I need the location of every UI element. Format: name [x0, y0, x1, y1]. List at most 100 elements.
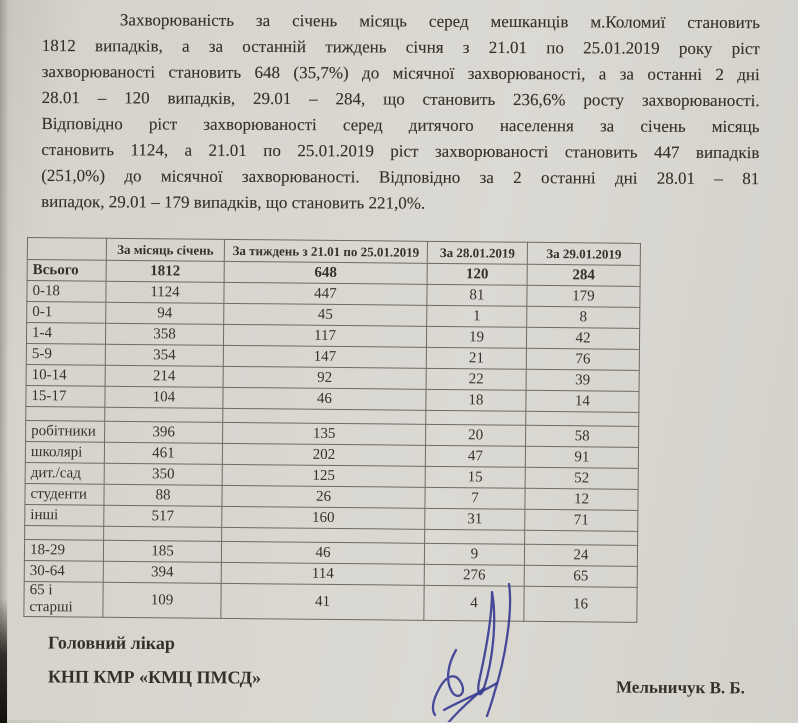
table-cell: 21	[426, 347, 527, 370]
table-cell: 46	[221, 541, 425, 565]
table-cell	[424, 529, 525, 545]
table-cell: 125	[222, 464, 426, 488]
table-cell: 71	[524, 509, 638, 532]
handwritten-signature-icon	[431, 582, 512, 722]
signer-position: Головний лікар	[48, 632, 175, 654]
table-cell: 88	[103, 484, 223, 507]
table-cell: 461	[104, 442, 223, 465]
table-cell	[103, 526, 222, 542]
table-cell	[525, 411, 639, 427]
table-cell: 517	[103, 505, 222, 528]
row-label: 65 і старші	[23, 581, 104, 618]
table-cell: 147	[223, 345, 427, 369]
table-cell: 24	[524, 544, 638, 567]
scan-bottom-left-shadow	[0, 598, 7, 723]
report-paragraph: Захворюваність за січень місяць серед ме…	[41, 7, 760, 218]
row-label: 1-4	[26, 322, 106, 345]
table-cell: 1124	[105, 281, 225, 304]
table-cell: 15	[425, 466, 526, 489]
row-label: Всього	[27, 259, 107, 282]
table-cell: 18	[425, 389, 527, 412]
column-header: За 28.01.2019	[427, 241, 528, 265]
table-cell: 20	[425, 424, 526, 447]
table-cell: 117	[223, 324, 427, 348]
row-label: 18-29	[24, 539, 104, 562]
paragraph-line: захворюваності становить 648 (35,7%) до …	[41, 61, 760, 85]
row-label: 0-1	[26, 301, 106, 324]
table-cell: 350	[104, 463, 223, 486]
row-label: інші	[24, 504, 104, 527]
table-cell: 1812	[106, 260, 225, 283]
table-cell: 160	[221, 506, 425, 530]
column-header: За 29.01.2019	[527, 242, 641, 266]
table-cell: 26	[221, 485, 426, 509]
incidence-table: За місяць січень За тиждень з 21.01 по 25…	[23, 237, 641, 623]
table-cell: 22	[426, 368, 527, 391]
table-cell: 42	[526, 327, 640, 350]
signer-organization: КНП КМР «КМЦ ПМСД»	[47, 666, 262, 688]
table-cell: 202	[222, 443, 426, 467]
table-cell: 114	[221, 562, 425, 586]
table-cell: 92	[223, 366, 427, 390]
paragraph-line: (251,0%) до місячної захворюваності. Від…	[41, 165, 760, 189]
column-header	[27, 237, 107, 261]
table-cell: 76	[526, 348, 640, 371]
row-label: 15-17	[25, 385, 106, 408]
table-cell: 81	[426, 284, 528, 307]
table-cell: 354	[105, 344, 224, 367]
signer-block: Головний лікар КНП КМР «КМЦ ПМСД»	[48, 625, 261, 694]
row-label: школярі	[25, 441, 105, 464]
incidence-table-body: Всього 1812 648 120 284 0-18 1124 447 81 179 0-1 94…	[23, 259, 641, 623]
table-cell: 58	[525, 425, 639, 448]
table-cell: 179	[526, 285, 641, 308]
scan-left-edge-shadow	[0, 0, 9, 720]
row-label	[25, 406, 105, 422]
table-cell	[104, 407, 223, 423]
column-header: За місяць січень	[106, 238, 225, 262]
row-label: 5-9	[26, 343, 106, 366]
table-cell: 94	[105, 302, 224, 325]
table-cell: 396	[104, 421, 223, 444]
paragraph-line: Захворюваність за січень місяць серед ме…	[119, 10, 760, 33]
table-cell: 47	[425, 445, 526, 468]
paragraph-line: Відповідно ріст захворюваності серед дит…	[41, 113, 760, 137]
table-cell: 31	[424, 508, 525, 531]
table-cell: 394	[103, 561, 222, 584]
table-cell: 41	[220, 583, 425, 621]
table-cell: 12	[524, 488, 639, 511]
table-cell	[524, 530, 638, 546]
table-cell: 19	[426, 326, 527, 349]
row-label: 0-18	[26, 280, 107, 303]
signer-name: Мельничук В. Б.	[615, 677, 746, 698]
table-cell: 52	[525, 467, 639, 490]
row-label: дит./сад	[25, 462, 105, 485]
column-header: За тиждень з 21.01 по 25.01.2019	[224, 239, 428, 264]
table-cell: 185	[103, 540, 222, 563]
table-cell: 8	[526, 306, 640, 329]
row-label: робітники	[25, 420, 105, 443]
table-cell: 284	[527, 264, 641, 287]
table-cell: 39	[526, 369, 640, 392]
table-cell: 109	[102, 582, 222, 619]
paragraph-line: 1812 випадків, а за останній тиждень січ…	[41, 35, 760, 59]
table-cell: 135	[222, 422, 426, 446]
table-cell: 120	[427, 263, 528, 286]
table-cell	[425, 410, 526, 426]
paragraph-line: 28.01 – 120 випадків, 29.01 – 284, що ст…	[41, 87, 760, 111]
row-label: студенти	[24, 483, 105, 506]
table-cell: 447	[223, 282, 428, 306]
paragraph-line: становить 1124, а 21.01 по 25.01.2019 рі…	[41, 139, 760, 163]
row-label	[24, 525, 104, 541]
paragraph-line: випадок, 29.01 – 179 випадків, що станов…	[41, 191, 426, 213]
table-cell: 358	[105, 323, 224, 346]
table-cell: 9	[424, 543, 525, 566]
row-label: 30-64	[24, 560, 104, 583]
table-cell: 104	[104, 386, 224, 409]
table-cell: 648	[224, 261, 428, 285]
table-cell: 91	[525, 446, 639, 469]
table-cell: 1	[426, 305, 527, 328]
table-cell: 214	[105, 365, 224, 388]
table-cell: 7	[424, 487, 526, 510]
row-label: 10-14	[26, 364, 106, 387]
